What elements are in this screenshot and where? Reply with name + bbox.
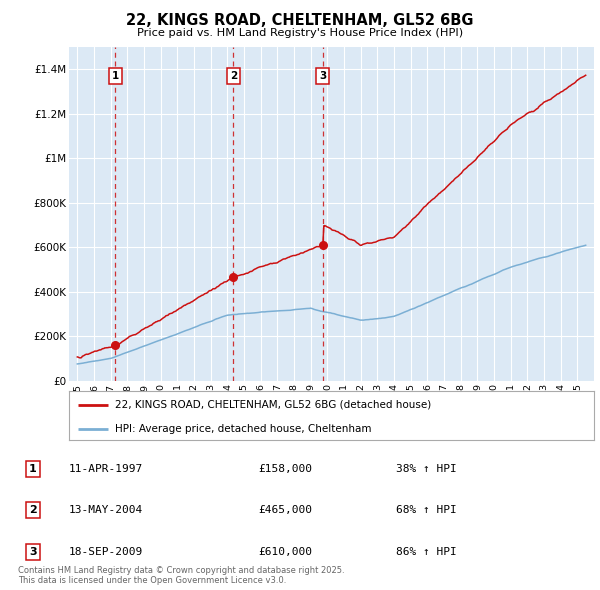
Text: 2: 2: [230, 71, 237, 81]
Text: 22, KINGS ROAD, CHELTENHAM, GL52 6BG: 22, KINGS ROAD, CHELTENHAM, GL52 6BG: [126, 13, 474, 28]
Text: 18-SEP-2009: 18-SEP-2009: [69, 547, 143, 556]
Text: 1: 1: [29, 464, 37, 474]
Text: 2: 2: [29, 506, 37, 515]
Text: 13-MAY-2004: 13-MAY-2004: [69, 506, 143, 515]
Text: £610,000: £610,000: [258, 547, 312, 556]
Text: 38% ↑ HPI: 38% ↑ HPI: [396, 464, 457, 474]
Text: HPI: Average price, detached house, Cheltenham: HPI: Average price, detached house, Chel…: [115, 424, 372, 434]
Text: 11-APR-1997: 11-APR-1997: [69, 464, 143, 474]
Text: 22, KINGS ROAD, CHELTENHAM, GL52 6BG (detached house): 22, KINGS ROAD, CHELTENHAM, GL52 6BG (de…: [115, 399, 431, 409]
Text: Price paid vs. HM Land Registry's House Price Index (HPI): Price paid vs. HM Land Registry's House …: [137, 28, 463, 38]
Text: £158,000: £158,000: [258, 464, 312, 474]
Text: £465,000: £465,000: [258, 506, 312, 515]
Text: 3: 3: [29, 547, 37, 556]
Text: Contains HM Land Registry data © Crown copyright and database right 2025.
This d: Contains HM Land Registry data © Crown c…: [18, 566, 344, 585]
Text: 3: 3: [319, 71, 326, 81]
Text: 86% ↑ HPI: 86% ↑ HPI: [396, 547, 457, 556]
Text: 1: 1: [112, 71, 119, 81]
Text: 68% ↑ HPI: 68% ↑ HPI: [396, 506, 457, 515]
